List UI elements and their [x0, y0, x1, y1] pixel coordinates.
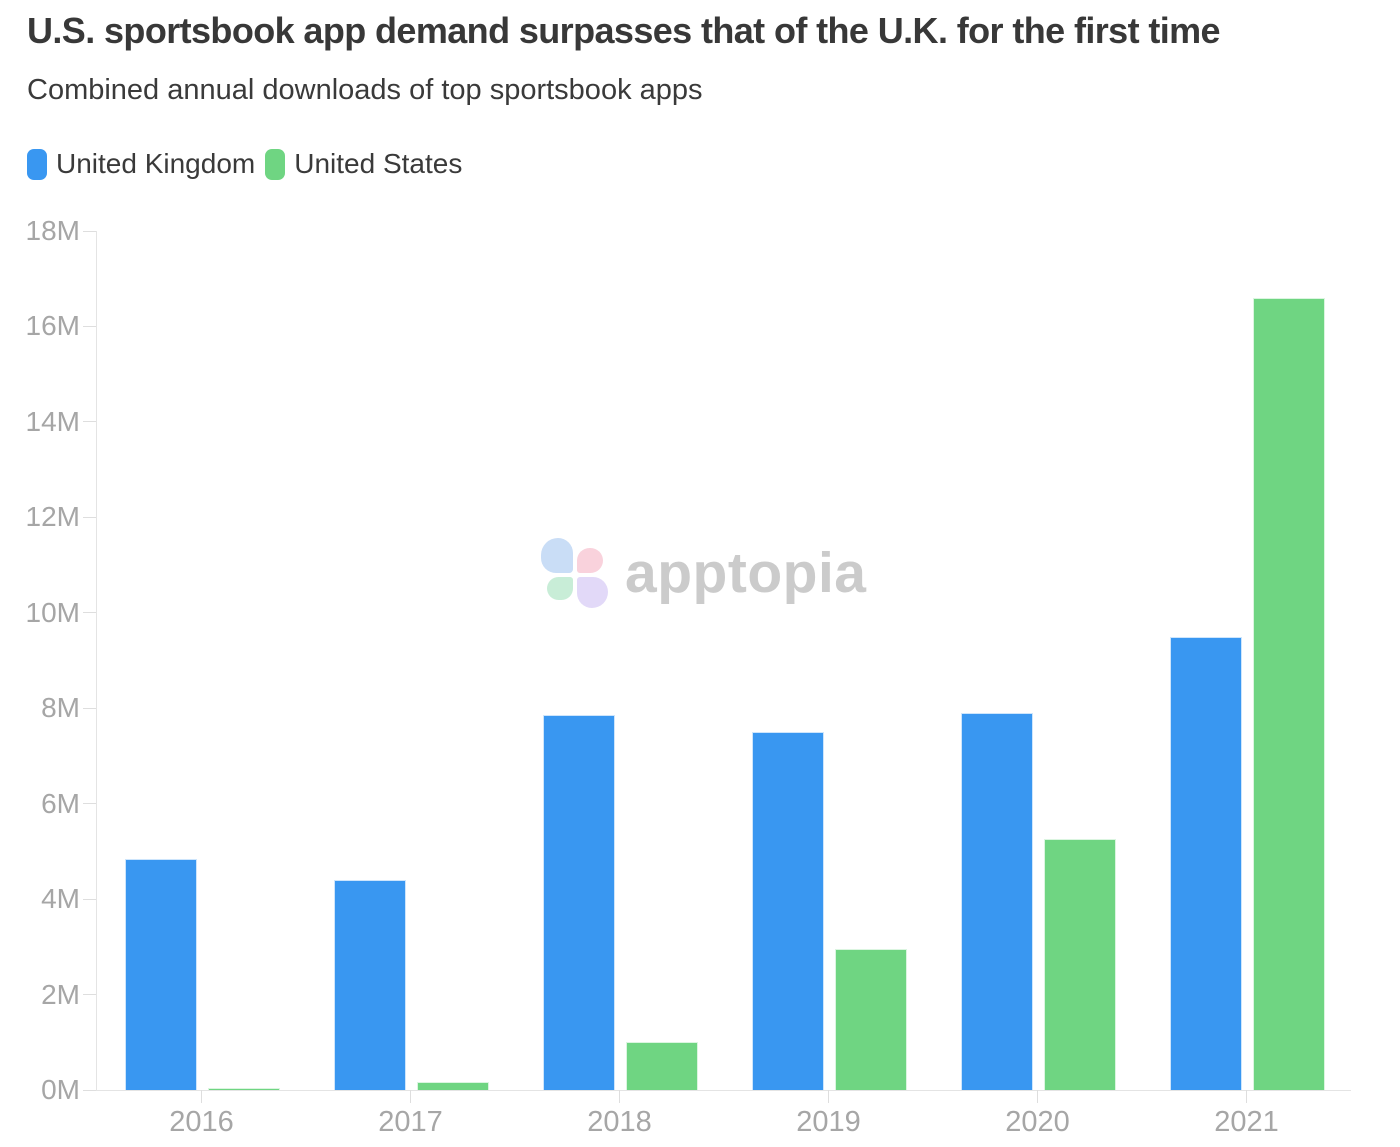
x-axis-tick-2021 — [1246, 1090, 1247, 1103]
y-axis-tick-6m — [83, 803, 96, 805]
logo-petal-blue-icon — [541, 538, 573, 573]
legend-item-united-kingdom[interactable]: United Kingdom — [27, 148, 255, 180]
y-axis-label-12m: 12M — [25, 501, 80, 533]
y-axis-tick-4m — [83, 898, 96, 900]
y-axis-label-16m: 16M — [25, 310, 80, 342]
bar-united-kingdom-2018[interactable] — [542, 715, 615, 1090]
legend-label-united-kingdom: United Kingdom — [56, 148, 256, 179]
bar-united-states-2017[interactable] — [416, 1082, 489, 1090]
x-axis-tick-2018 — [619, 1090, 620, 1103]
legend-label-united-states: United States — [294, 148, 463, 179]
x-axis-label-2017: 2017 — [378, 1106, 443, 1138]
bar-united-kingdom-2016[interactable] — [124, 858, 197, 1090]
legend-swatch-united-states-icon — [265, 148, 286, 180]
plot-area: apptopia 0M 2M 4M 6M 8M 10M 12M 14M 16M 18M 2016 20… — [26, 215, 1351, 1138]
x-axis-label-2018: 2018 — [587, 1106, 652, 1138]
y-axis-tick-18m — [83, 230, 96, 232]
y-axis-label-0m: 0M — [41, 1074, 80, 1105]
y-axis-label-10m: 10M — [25, 596, 80, 628]
y-axis-tick-2m — [83, 994, 96, 996]
bar-united-states-2020[interactable] — [1043, 839, 1116, 1090]
chart-subtitle: Combined annual downloads of top sportsb… — [27, 74, 703, 106]
x-axis-tick-2017 — [410, 1090, 411, 1103]
x-axis-tick-2020 — [1037, 1090, 1038, 1103]
y-axis-tick-8m — [83, 707, 96, 709]
legend: United Kingdom United States — [27, 148, 462, 180]
logo-petal-purple-icon — [577, 577, 608, 608]
bar-united-states-2019[interactable] — [834, 949, 907, 1090]
y-axis-label-4m: 4M — [41, 883, 80, 915]
x-axis-label-2019: 2019 — [796, 1106, 861, 1138]
watermark: apptopia — [541, 538, 867, 609]
logo-petal-pink-icon — [577, 548, 603, 573]
bar-united-kingdom-2020[interactable] — [960, 713, 1033, 1090]
legend-item-united-states[interactable]: United States — [265, 148, 462, 180]
watermark-text: apptopia — [625, 541, 867, 605]
x-axis-label-2020: 2020 — [1005, 1106, 1070, 1138]
chart-title: U.S. sportsbook app demand surpasses tha… — [27, 10, 1221, 51]
x-axis-label-2021: 2021 — [1214, 1106, 1279, 1138]
bar-united-states-2021[interactable] — [1252, 297, 1325, 1090]
x-axis-tick-2019 — [828, 1090, 829, 1103]
bar-united-kingdom-2019[interactable] — [751, 732, 824, 1090]
apptopia-logo-icon — [541, 538, 609, 609]
y-axis-label-2m: 2M — [41, 978, 80, 1010]
y-axis-label-14m: 14M — [25, 405, 80, 437]
x-axis-tick-2016 — [201, 1090, 202, 1103]
y-axis-tick-14m — [83, 421, 96, 423]
bar-united-kingdom-2021[interactable] — [1169, 636, 1242, 1090]
y-axis-tick-16m — [83, 325, 96, 327]
y-axis-label-18m: 18M — [25, 215, 80, 246]
y-axis-tick-12m — [83, 516, 96, 518]
y-axis-label-8m: 8M — [41, 692, 80, 724]
bar-united-states-2016[interactable] — [207, 1087, 280, 1090]
x-axis-label-2016: 2016 — [169, 1106, 234, 1138]
y-axis-label-6m: 6M — [41, 787, 80, 819]
bar-united-kingdom-2017[interactable] — [333, 880, 406, 1090]
y-axis-tick-0m — [83, 1089, 96, 1091]
y-axis-tick-10m — [83, 612, 96, 614]
bar-united-states-2018[interactable] — [625, 1042, 698, 1090]
legend-swatch-united-kingdom-icon — [27, 148, 47, 180]
logo-petal-green-icon — [547, 577, 573, 600]
